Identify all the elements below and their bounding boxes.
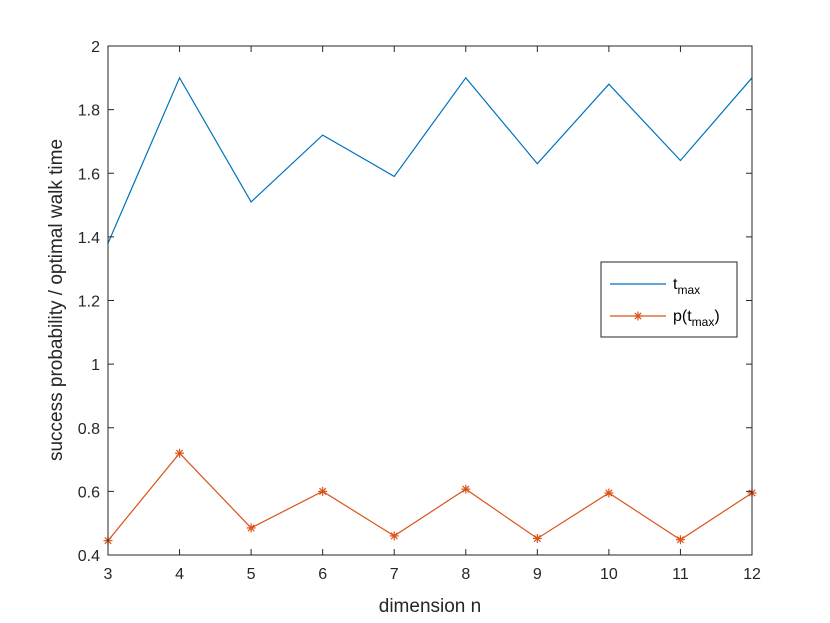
y-tick-label: 1.6: [78, 166, 100, 183]
data-point-series-2: [532, 533, 542, 543]
data-point-series-2-stroke: [676, 536, 685, 544]
x-tick-label: 4: [175, 566, 184, 583]
y-tick-label: 0.6: [78, 484, 100, 501]
data-point-series-2-stroke: [390, 532, 398, 540]
y-tick-label: 1.4: [78, 230, 100, 247]
legend-label-series-2: p(tmax): [673, 308, 720, 329]
x-tick-label: 11: [672, 566, 689, 583]
series-line-1: [107, 76, 753, 244]
data-point-series-2: [675, 535, 685, 545]
y-tick-label: 1.2: [78, 294, 100, 311]
y-tick-label: 2: [91, 39, 100, 56]
data-point-series-2: [389, 531, 399, 541]
x-tick-label: 5: [247, 566, 256, 583]
legend-marker-series-2: [633, 311, 643, 321]
x-axis-label: dimension n: [379, 596, 481, 617]
legend: tmax p(tmax): [600, 261, 738, 338]
legend-box: [600, 261, 738, 338]
data-point-series-2-stroke: [533, 534, 541, 543]
y-tick-label: 0.4: [78, 548, 100, 565]
x-tick-label: 12: [743, 566, 761, 583]
x-tick-label: 7: [390, 566, 399, 583]
data-point-series-2: [246, 523, 256, 533]
x-tick-label: 8: [461, 566, 470, 583]
y-tick-label: 0.8: [78, 421, 100, 438]
series-line-2: [107, 452, 753, 542]
x-tick-label: 10: [600, 566, 618, 583]
data-point-series-2: [461, 484, 471, 494]
x-tick-label: 3: [104, 566, 113, 583]
data-point-series-2: [318, 486, 328, 496]
data-point-series-2-stroke: [175, 449, 184, 457]
data-point-series-2-stroke: [605, 489, 613, 497]
ticks-layer: 3 4 5 6 7 8 9 10 11 12 0.4 0.6 0.8 1 1.2 1.4 1.6 1.8 2: [78, 39, 761, 583]
x-tick-label: 9: [533, 566, 542, 583]
legend-label-series-1: tmax: [673, 276, 700, 297]
legend-marker-star: [633, 311, 643, 321]
data-point-series-2-stroke: [247, 524, 255, 532]
x-tick-label: 6: [318, 566, 327, 583]
y-axis-label: success probability / optimal walk time: [46, 139, 67, 461]
y-tick-label: 1.8: [78, 103, 100, 120]
data-point-series-2: [175, 448, 185, 458]
data-point-series-2-stroke: [319, 487, 327, 495]
legend-marker-star-stroke: [634, 312, 642, 320]
series-layer: [103, 76, 757, 546]
y-tick-label: 1: [91, 357, 100, 374]
data-point-series-2-stroke: [462, 485, 470, 493]
data-point-series-2: [604, 488, 614, 498]
